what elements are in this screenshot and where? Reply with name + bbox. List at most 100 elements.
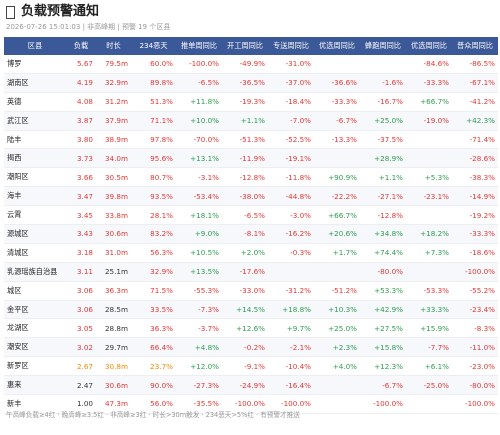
change-cell: +13.1% xyxy=(176,148,222,169)
table-row: 武江区 3.87 37.9m 71.1% +10.0% +1.1% -7.0% -6.7% +2… xyxy=(4,111,498,131)
change-cell: +74.4% xyxy=(360,243,406,263)
change-cell: +4.0% xyxy=(314,356,360,377)
bad-weather-cell: 93.5% xyxy=(131,186,176,207)
change-cell: -23.4% xyxy=(452,300,498,320)
change-cell: +1.1% xyxy=(222,111,268,131)
change-cell: -44.8% xyxy=(268,186,314,207)
change-cell: +2.0% xyxy=(222,243,268,263)
change-cell: -51.3% xyxy=(222,130,268,150)
load-cell: 3.73 xyxy=(66,148,96,169)
change-cell: +66.7% xyxy=(314,205,360,226)
load-cell: 3.45 xyxy=(66,205,96,226)
district-name: 龙湖区 xyxy=(4,318,66,339)
change-cell: -100.0% xyxy=(268,394,314,414)
change-cell: -86.5% xyxy=(452,55,498,74)
bad-weather-cell: 89.8% xyxy=(131,73,176,93)
duration-cell: 33.8m xyxy=(96,205,131,226)
change-cell: +34.8% xyxy=(360,224,406,244)
change-cell: -100.0% xyxy=(452,394,498,414)
change-cell xyxy=(314,375,360,396)
load-cell: 3.06 xyxy=(66,300,96,320)
change-cell xyxy=(314,262,360,282)
change-cell: -6.7% xyxy=(314,111,360,131)
duration-cell: 31.2m xyxy=(96,92,131,112)
change-cell: -37.5% xyxy=(360,130,406,150)
change-cell: +18.1% xyxy=(176,205,222,226)
bad-weather-cell: 95.6% xyxy=(131,148,176,169)
district-name: 海丰 xyxy=(4,186,66,207)
change-cell: -24.9% xyxy=(222,375,268,396)
table-row: 云霄 3.45 33.8m 28.1% +18.1% -6.5% -3.0% +66.7% -1… xyxy=(4,205,498,226)
load-cell: 3.43 xyxy=(66,224,96,244)
bad-weather-cell: 90.0% xyxy=(131,375,176,396)
district-name: 乳源瑶族自治县 xyxy=(4,262,66,282)
change-cell xyxy=(406,148,452,169)
change-cell: -3.1% xyxy=(176,167,222,188)
district-name: 武江区 xyxy=(4,111,66,131)
column-header: 优选周同比 xyxy=(314,37,360,55)
change-cell: -52.5% xyxy=(268,130,314,150)
change-cell xyxy=(406,205,452,226)
change-cell: -7.7% xyxy=(406,337,452,358)
change-cell: +18.2% xyxy=(406,224,452,244)
district-name: 清城区 xyxy=(4,243,66,263)
change-cell: +4.8% xyxy=(176,337,222,358)
change-cell: -31.2% xyxy=(268,281,314,301)
load-cell: 3.06 xyxy=(66,281,96,301)
table-row: 惠来 2.47 30.6m 90.0% -27.3% -24.9% -16.4% -6.7% -… xyxy=(4,375,498,396)
change-cell: -12.8% xyxy=(360,205,406,226)
change-cell: -33.0% xyxy=(222,281,268,301)
change-cell: -33.3% xyxy=(452,224,498,244)
duration-cell: 36.3m xyxy=(96,281,131,301)
change-cell: -51.2% xyxy=(314,281,360,301)
change-cell: +18.8% xyxy=(268,300,314,320)
change-cell: -33.3% xyxy=(406,73,452,93)
district-name: 云霄 xyxy=(4,205,66,226)
change-cell: -14.9% xyxy=(452,186,498,207)
duration-cell: 31.0m xyxy=(96,243,131,263)
duration-cell: 37.9m xyxy=(96,111,131,131)
change-cell: +13.5% xyxy=(176,262,222,282)
change-cell: -7.3% xyxy=(176,300,222,320)
load-cell: 3.66 xyxy=(66,167,96,188)
change-cell: -55.3% xyxy=(176,281,222,301)
load-cell: 3.80 xyxy=(66,130,96,150)
change-cell xyxy=(406,262,452,282)
change-cell: -16.7% xyxy=(360,92,406,112)
change-cell: -17.6% xyxy=(222,262,268,282)
duration-cell: 39.8m xyxy=(96,186,131,207)
change-cell: +10.0% xyxy=(176,111,222,131)
change-cell: -9.1% xyxy=(222,356,268,377)
alert-table: 区县 负载 时长 234恶天 推单周同比 开工周同比 专送周同比 优选周同比 蜂跑周同比 优选周同… xyxy=(4,37,498,414)
table-row: 新罗区 2.67 30.8m 23.7% +12.0% -9.1% -10.4% +4.0% +… xyxy=(4,356,498,377)
change-cell: +42.3% xyxy=(452,111,498,131)
bad-weather-cell: 36.3% xyxy=(131,318,176,339)
bad-weather-cell: 56.0% xyxy=(131,394,176,414)
change-cell: +2.3% xyxy=(314,337,360,358)
load-cell: 3.11 xyxy=(66,262,96,282)
change-cell: -8.3% xyxy=(452,318,498,339)
change-cell: -53.4% xyxy=(176,186,222,207)
change-cell: +28.9% xyxy=(360,148,406,169)
change-cell: -16.4% xyxy=(268,375,314,396)
change-cell: -23.0% xyxy=(452,356,498,377)
title: 负载预警通知 xyxy=(21,4,100,19)
change-cell: -84.6% xyxy=(406,55,452,74)
change-cell: -6.7% xyxy=(360,375,406,396)
change-cell: -27.1% xyxy=(360,186,406,207)
change-cell: +66.7% xyxy=(406,92,452,112)
duration-cell: 30.8m xyxy=(96,356,131,377)
change-cell: +15.8% xyxy=(360,337,406,358)
table-body: 博罗 5.67 79.5m 60.0% -100.0% -49.9% -31.0% -84.6… xyxy=(4,55,498,414)
title-row: 负载预警通知 xyxy=(6,3,494,21)
load-cell: 4.19 xyxy=(66,73,96,93)
change-cell: -19.2% xyxy=(452,205,498,226)
table-row: 潮阳区 3.66 30.5m 80.7% -3.1% -12.8% -11.8% +90.9%… xyxy=(4,167,498,188)
change-cell: -70.0% xyxy=(176,130,222,150)
change-cell: -55.2% xyxy=(452,281,498,301)
change-cell: -18.6% xyxy=(452,243,498,263)
change-cell xyxy=(314,394,360,414)
change-cell: +14.5% xyxy=(222,300,268,320)
change-cell: -6.5% xyxy=(222,205,268,226)
footer-note: 午高峰负载≥4红 · 晚高峰≥3.5红 · 非高峰≥3红 · 时长>30m触发 … xyxy=(6,411,300,419)
